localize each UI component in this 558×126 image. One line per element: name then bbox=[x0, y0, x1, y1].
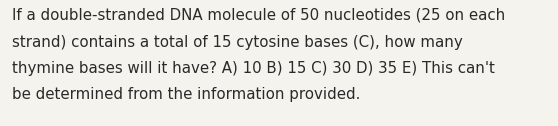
Text: If a double-stranded DNA molecule of 50 nucleotides (25 on each: If a double-stranded DNA molecule of 50 … bbox=[12, 8, 505, 23]
Text: strand) contains a total of 15 cytosine bases (C), how many: strand) contains a total of 15 cytosine … bbox=[12, 35, 463, 50]
Text: thymine bases will it have? A) 10 B) 15 C) 30 D) 35 E) This can't: thymine bases will it have? A) 10 B) 15 … bbox=[12, 61, 495, 76]
Text: be determined from the information provided.: be determined from the information provi… bbox=[12, 87, 360, 102]
